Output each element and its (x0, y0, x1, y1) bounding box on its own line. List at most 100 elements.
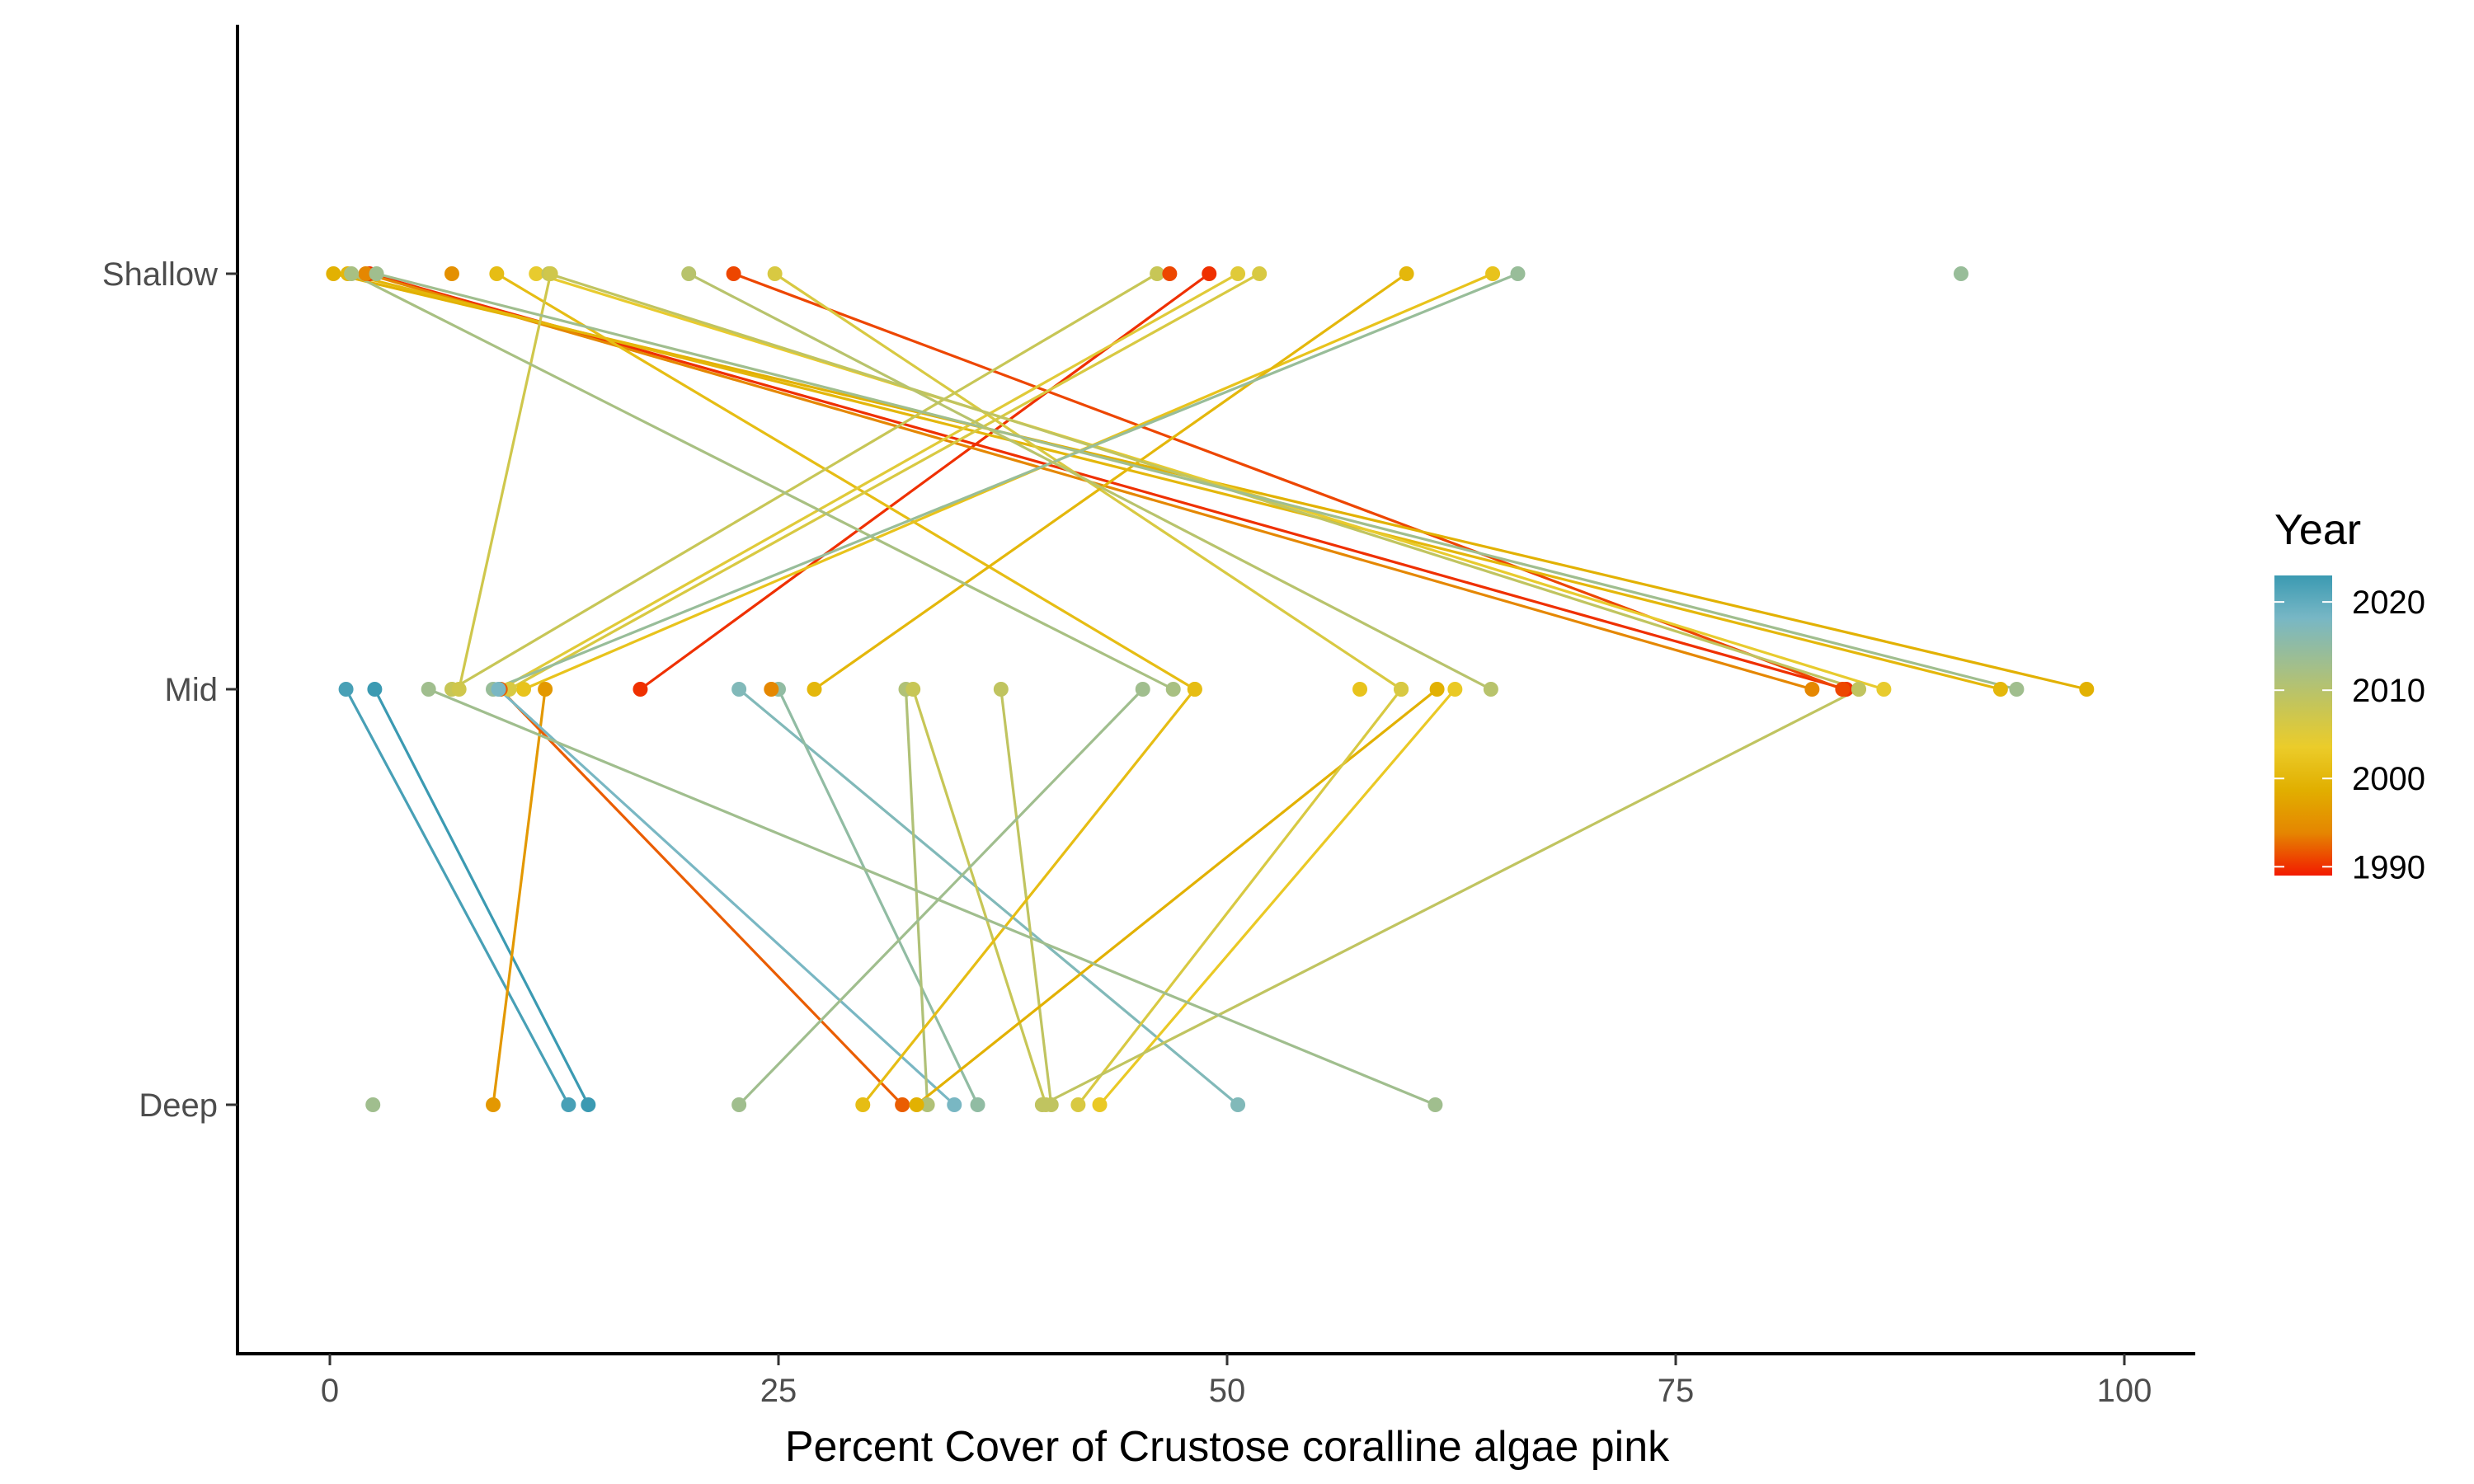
data-point (1230, 1097, 1246, 1112)
data-point (920, 1097, 935, 1112)
data-point (365, 1097, 381, 1112)
link-lines (332, 272, 2087, 1106)
data-point (1162, 266, 1178, 281)
data-point (1165, 682, 1181, 697)
data-point (1483, 682, 1498, 697)
link-line (548, 272, 1860, 691)
data-points (326, 266, 2095, 1112)
data-point (1835, 682, 1851, 697)
x-axis-ticks: 0 25 50 75 100 (321, 1354, 2152, 1409)
link-line (911, 688, 1047, 1106)
data-point (1953, 266, 1968, 281)
data-point (358, 266, 374, 281)
data-point (516, 682, 532, 697)
data-point (444, 266, 459, 281)
data-point (1427, 1097, 1443, 1112)
data-point (855, 1097, 871, 1112)
y-tick-label: Shallow (102, 256, 218, 293)
data-point (909, 1097, 924, 1112)
data-point (681, 266, 697, 281)
link-line (738, 688, 1239, 1106)
y-tick-label: Deep (139, 1087, 218, 1124)
data-point (1135, 682, 1150, 697)
link-line (1098, 688, 1456, 1106)
data-point (338, 682, 354, 697)
link-line (737, 688, 1144, 1106)
data-point (1429, 682, 1445, 697)
data-point (1804, 682, 1820, 697)
data-point (947, 1097, 962, 1112)
link-line (688, 272, 1492, 691)
link-line (1042, 688, 1860, 1106)
data-point (1851, 682, 1866, 697)
link-line (451, 272, 1158, 691)
link-line (458, 273, 553, 690)
data-point (895, 1097, 910, 1112)
link-line (428, 688, 1437, 1106)
data-point (489, 266, 505, 281)
x-tick-label: 100 (2097, 1373, 2152, 1409)
data-point (326, 266, 341, 281)
link-line (1077, 688, 1403, 1106)
legend-title: Year (2274, 506, 2361, 554)
data-point (633, 682, 648, 697)
data-point (1230, 266, 1246, 281)
data-point (421, 682, 436, 697)
link-line (733, 272, 1843, 691)
data-point (2009, 682, 2025, 697)
legend-ticks: 1990 2000 2010 2020 (2274, 585, 2425, 885)
data-point (726, 266, 741, 281)
data-point (367, 682, 383, 697)
data-point (1447, 682, 1463, 697)
link-line (535, 272, 1884, 691)
data-point (581, 1097, 596, 1112)
data-point (807, 682, 822, 697)
data-point (1510, 266, 1526, 281)
data-point (731, 682, 747, 697)
x-tick-label: 25 (760, 1373, 797, 1409)
link-line (345, 688, 570, 1106)
link-line (373, 688, 590, 1106)
x-tick-label: 50 (1209, 1373, 1246, 1409)
data-point (561, 1097, 576, 1112)
link-line (492, 272, 1519, 691)
link-line (904, 688, 929, 1106)
legend-tick-label: 2020 (2352, 585, 2425, 621)
link-line (862, 688, 1197, 1106)
legend-tick-label: 1990 (2352, 849, 2425, 885)
y-axis-ticks: Shallow Mid Deep (102, 256, 238, 1124)
legend-colorbar (2274, 575, 2332, 876)
data-point (1202, 266, 1217, 281)
legend-tick-label: 2000 (2352, 761, 2425, 797)
data-point (767, 266, 783, 281)
link-line (497, 688, 956, 1106)
data-point (764, 682, 779, 697)
data-point (1252, 266, 1268, 281)
data-point (529, 266, 544, 281)
data-point (491, 682, 506, 697)
x-axis-title: Percent Cover of Crustose coralline alga… (785, 1423, 1670, 1471)
data-point (344, 266, 360, 281)
data-point (993, 682, 1009, 697)
data-point (905, 682, 921, 697)
link-line (347, 272, 2001, 691)
link-line (813, 272, 1408, 691)
data-point (486, 1097, 501, 1112)
data-point (1399, 266, 1414, 281)
legend-tick-label: 2010 (2352, 673, 2425, 709)
link-line (777, 688, 979, 1106)
data-point (1187, 682, 1202, 697)
data-point (2079, 682, 2095, 697)
data-point (451, 682, 467, 697)
legend: Year 1990 2000 2010 2020 (2274, 506, 2425, 885)
data-point (1092, 1097, 1108, 1112)
link-line (999, 688, 1053, 1106)
data-point (1876, 682, 1892, 697)
link-line (496, 272, 1196, 691)
link-line (499, 688, 904, 1106)
link-line (350, 272, 1174, 691)
link-line (499, 272, 1239, 691)
data-point (1150, 266, 1165, 281)
data-point (1992, 682, 2008, 697)
